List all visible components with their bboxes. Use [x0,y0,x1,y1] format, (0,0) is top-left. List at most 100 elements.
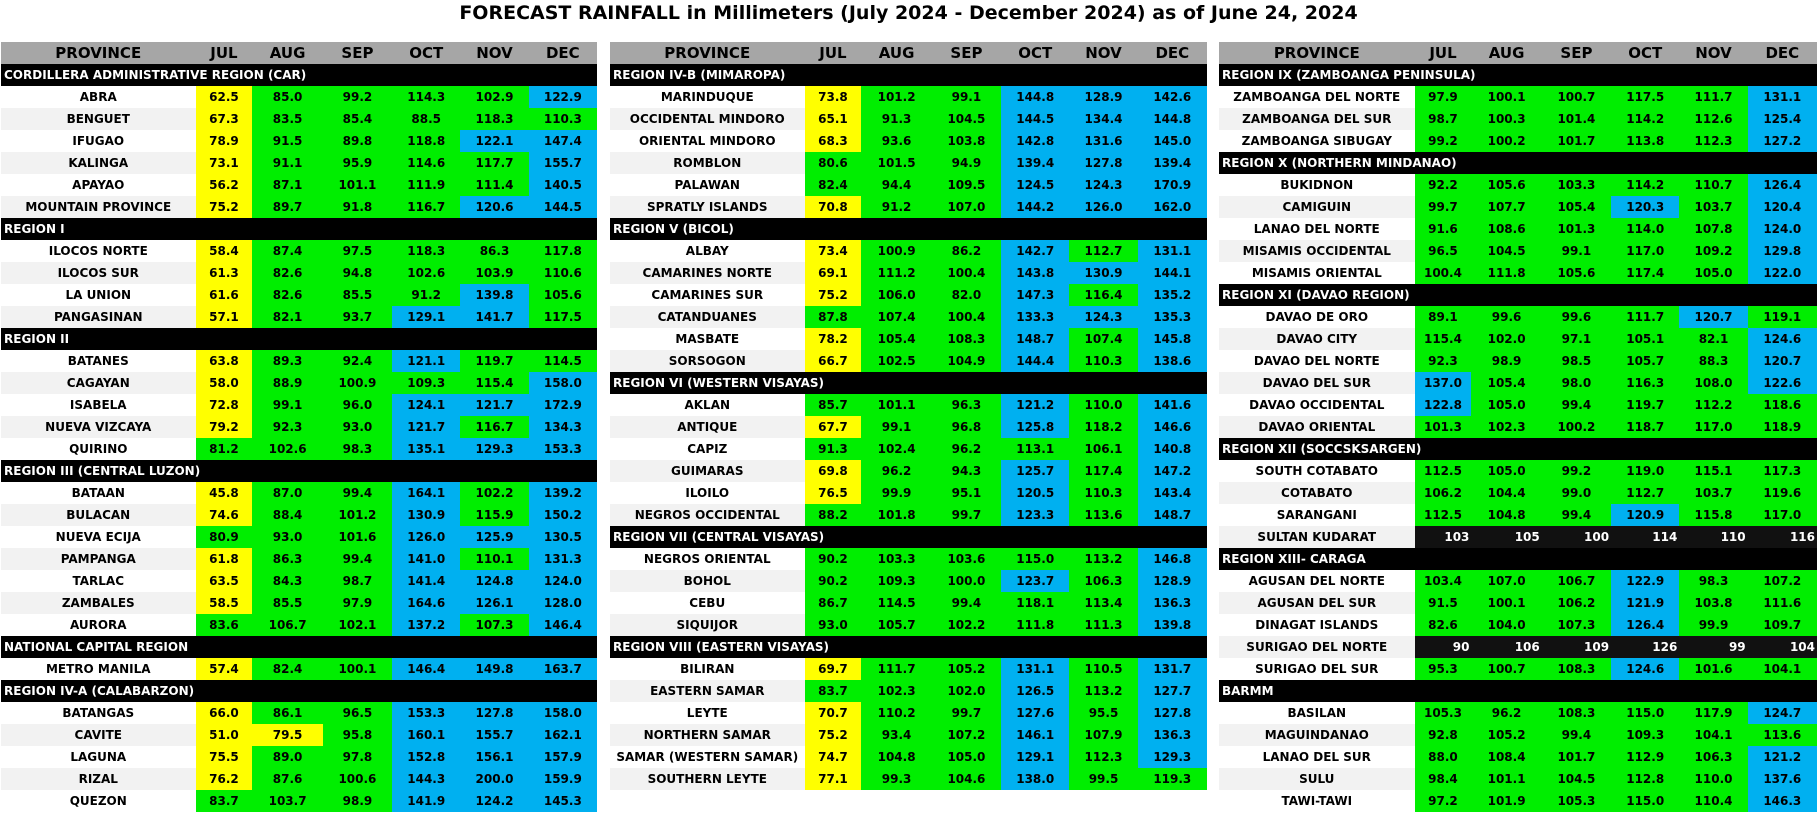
province-row: PANGASINAN 57.1 82.1 93.7 129.1 141.7 117.5 [1,306,597,328]
header-row: PROVINCE JUL AUG SEP OCT NOV DEC [1219,42,1817,64]
province-row: LANAO DEL SUR 88.0 108.4 101.7 112.9 106.3 121… [1219,746,1817,768]
rainfall-value-aug: 91.3 [861,108,932,130]
province-row: NEGROS OCCIDENTAL 88.2 101.8 99.7 123.3 113.6… [610,504,1207,526]
region-name: REGION IV-B (MIMAROPA) [610,64,1207,86]
region-header: REGION IV-A (CALABARZON) [1,680,597,702]
rainfall-value-sep: 85.5 [322,284,393,306]
rainfall-value-dec: 148.7 [1137,504,1207,526]
rainfall-value-oct: 114.3 [392,86,461,108]
province-name: BILIRAN [610,658,805,680]
rainfall-value-oct: 116.3 [1611,372,1680,394]
rainfall-value-jul: 99.2 [1414,130,1472,152]
rainfall-value-sep: 99.4 [1541,724,1612,746]
rainfall-value-nov: 110.4 [1679,790,1748,812]
rainfall-value-aug: 99.9 [861,482,932,504]
rainfall-value-jul: 97.2 [1414,790,1472,812]
province-name: PANGASINAN [1,306,196,328]
rainfall-value-jul: 74.6 [195,504,253,526]
province-name: ORIENTAL MINDORO [610,130,805,152]
rainfall-value-dec: 109.7 [1747,614,1817,636]
region-header: REGION XIII- CARAGA [1219,548,1817,570]
rainfall-value-oct: 142.8 [1001,130,1070,152]
rainfall-value-aug: 96.2 [861,460,932,482]
rainfall-value-nov: 117.4 [1069,460,1138,482]
rainfall-value-nov: 110.0 [1069,394,1138,416]
rainfall-value-nov: 134.4 [1069,108,1138,130]
rainfall-value-dec: 126.4 [1747,174,1817,196]
rainfall-value-sep: 108.3 [1541,658,1612,680]
rainfall-value-dec: 137.6 [1747,768,1817,790]
rainfall-value-aug: 108.6 [1471,218,1542,240]
rainfall-value-dec: 144.5 [528,196,597,218]
rainfall-value-sep: 107.2 [931,724,1002,746]
province-name: PAMPANGA [1,548,196,570]
rainfall-value-jul: 82.4 [804,174,862,196]
province-row: ILOCOS SUR 61.3 82.6 94.8 102.6 103.9 110.6 [1,262,597,284]
rainfall-value-sep: 89.8 [322,130,393,152]
rainfall-value-aug: 86.3 [252,548,323,570]
province-row: AURORA 83.6 106.7 102.1 137.2 107.3 146.4 [1,614,597,636]
rainfall-value-jul: 79.2 [195,416,253,438]
rainfall-value-nov: 103.8 [1679,592,1748,614]
province-name: BULACAN [1,504,196,526]
rainfall-value-aug: 104.4 [1471,482,1542,504]
rainfall-value-jul: 98.7 [1414,108,1472,130]
rainfall-value-nov: 101.6 [1679,658,1748,680]
province-name: SORSOGON [610,350,805,372]
rainfall-value-aug: 91.1 [252,152,323,174]
rainfall-value-jul: 72.8 [195,394,253,416]
province-name: LAGUNA [1,746,196,768]
rainfall-value-sep: 105.4 [1541,196,1612,218]
province-row: MASBATE 78.2 105.4 108.3 148.7 107.4 145.8 [610,328,1207,350]
rainfall-value-aug: 87.0 [252,482,323,504]
province-name: NUEVA VIZCAYA [1,416,196,438]
rainfall-value-dec: 104.1 [1747,658,1817,680]
province-name: ZAMBALES [1,592,196,614]
rainfall-value-oct: 117.0 [1611,240,1680,262]
rainfall-value-nov: 115.8 [1679,504,1748,526]
column-header-sep: SEP [322,42,393,64]
rainfall-value-oct: 139.4 [1001,152,1070,174]
rainfall-value-jul: 80.6 [804,152,862,174]
province-row: PAMPANGA 61.8 86.3 99.4 141.0 110.1 131.3 [1,548,597,570]
rainfall-value-nov: 118.3 [460,108,529,130]
province-name: BATANES [1,350,196,372]
rainfall-value-nov: 99 [1679,636,1748,658]
rainfall-value-sep: 101.6 [322,526,393,548]
rainfall-value-aug: 91.5 [252,130,323,152]
rainfall-value-aug: 87.4 [252,240,323,262]
province-row: MISAMIS ORIENTAL 100.4 111.8 105.6 117.4 105.… [1219,262,1817,284]
rainfall-value-nov: 127.8 [460,702,529,724]
province-row: ZAMBOANGA SIBUGAY 99.2 100.2 101.7 113.8 112.… [1219,130,1817,152]
rainfall-value-aug: 102.6 [252,438,323,460]
rainfall-value-nov: 117.9 [1679,702,1748,724]
rainfall-value-nov: 102.9 [460,86,529,108]
rainfall-value-jul: 78.9 [195,130,253,152]
column-header-aug: AUG [1471,42,1542,64]
column-header-oct: OCT [1611,42,1680,64]
rainfall-value-jul: 83.7 [804,680,862,702]
rainfall-value-jul: 67.3 [195,108,253,130]
province-name: AGUSAN DEL NORTE [1219,570,1415,592]
column-header-oct: OCT [1001,42,1070,64]
province-name: CAMARINES SUR [610,284,805,306]
rainfall-value-nov: 131.6 [1069,130,1138,152]
rainfall-value-dec: 118.6 [1747,394,1817,416]
rainfall-value-dec: 104 [1747,636,1817,658]
rainfall-value-oct: 160.1 [392,724,461,746]
rainfall-value-dec: 127.2 [1747,130,1817,152]
rainfall-value-aug: 103.7 [252,790,323,812]
province-row: ROMBLON 80.6 101.5 94.9 139.4 127.8 139.4 [610,152,1207,174]
rainfall-value-dec: 139.4 [1137,152,1207,174]
rainfall-value-jul: 61.6 [195,284,253,306]
province-name: ZAMBOANGA DEL NORTE [1219,86,1415,108]
province-name: MARINDUQUE [610,86,805,108]
rainfall-value-aug: 114.5 [861,592,932,614]
rainfall-value-oct: 121.2 [1001,394,1070,416]
rainfall-value-dec: 138.6 [1137,350,1207,372]
column-header-province: PROVINCE [1,42,196,64]
rainfall-value-dec: 145.3 [528,790,597,812]
rainfall-value-sep: 102.2 [931,614,1002,636]
rainfall-value-nov: 86.3 [460,240,529,262]
rainfall-value-aug: 89.3 [252,350,323,372]
